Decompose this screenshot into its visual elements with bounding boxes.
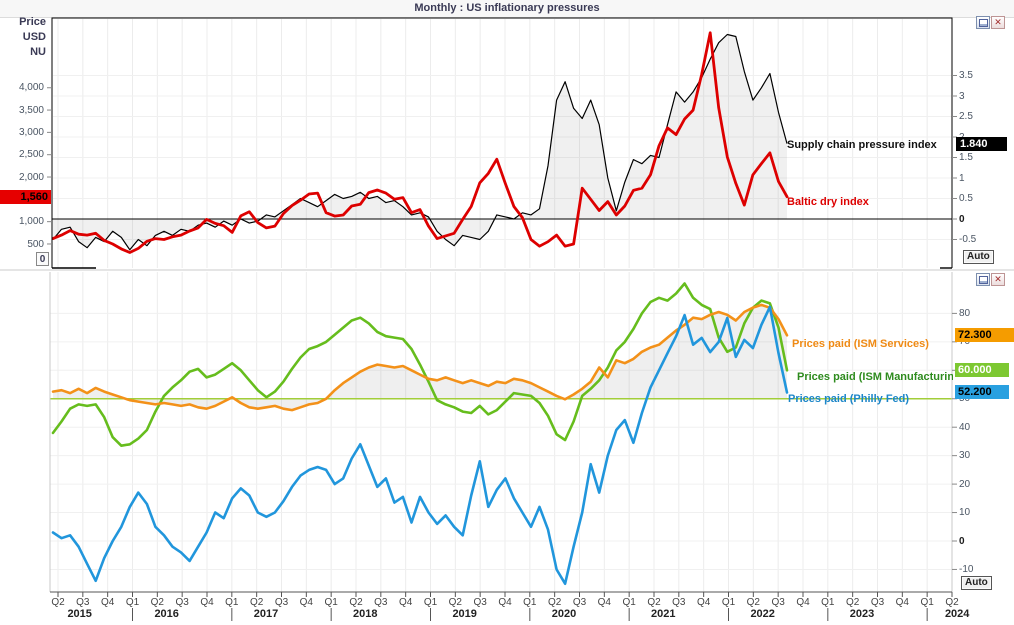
bottom-panel-plot-area[interactable] <box>50 272 952 592</box>
supply-chain-last-value-badge: 1.840 <box>956 137 1007 151</box>
chart-canvas[interactable] <box>0 0 1014 625</box>
left-axis-units: Price USD NU <box>0 15 46 60</box>
philly-fed-series-label: Prices paid (Philly Fed) <box>788 393 909 406</box>
x-axis-year-label: 2016 <box>145 608 189 621</box>
left-axis-tick-label: 4,000 <box>2 81 44 94</box>
minimize-icon <box>979 276 988 284</box>
right-axis-tick-label: 3 <box>959 90 993 103</box>
x-axis-quarter-label: Q4 <box>691 597 717 609</box>
x-axis-year-label: 2024 <box>935 608 979 621</box>
x-axis-quarter-label: Q1 <box>716 597 742 609</box>
x-axis-quarter-label: Q4 <box>591 597 617 609</box>
right-axis-tick-label: 80 <box>959 307 993 320</box>
left-axis-tick-label: 2,500 <box>2 148 44 161</box>
axis-unit-price: Price <box>0 15 46 30</box>
left-axis-tick-label: 2,000 <box>2 171 44 184</box>
x-axis-year-label: 2019 <box>443 608 487 621</box>
left-axis-tick-label: 500 <box>2 238 44 251</box>
x-axis-quarter-label: Q1 <box>219 597 245 609</box>
x-axis-year-label: 2018 <box>343 608 387 621</box>
x-axis-quarter-label: Q4 <box>194 597 220 609</box>
right-axis-tick-label: 40 <box>959 421 993 434</box>
left-axis-tick-label: 3,500 <box>2 104 44 117</box>
left-axis-tick-label: 3,000 <box>2 126 44 139</box>
philly-fed-last-value-badge: 52.200 <box>955 385 1009 399</box>
right-axis-tick-label: 0.5 <box>959 192 993 205</box>
x-axis-quarter-label: Q4 <box>889 597 915 609</box>
right-axis-tick-label: 10 <box>959 506 993 519</box>
axis-unit-nu: NU <box>0 45 46 60</box>
bottom-panel-close-button[interactable]: ✕ <box>991 273 1005 286</box>
x-axis-year-label: 2020 <box>542 608 586 621</box>
x-axis-year-label: 2017 <box>244 608 288 621</box>
x-axis-quarter-label: Q4 <box>790 597 816 609</box>
right-axis-tick-label: 2.5 <box>959 110 993 123</box>
axis-unit-usd: USD <box>0 30 46 45</box>
x-axis-year-label: 2015 <box>58 608 102 621</box>
baltic-series-label: Baltic dry index <box>787 196 869 209</box>
top-panel-close-button[interactable]: ✕ <box>991 16 1005 29</box>
bottom-panel-minimize-button[interactable] <box>976 273 990 286</box>
x-axis-quarter-label: Q1 <box>815 597 841 609</box>
x-axis-quarter-label: Q1 <box>418 597 444 609</box>
x-axis-quarter-label: Q1 <box>318 597 344 609</box>
x-axis-year-label: 2022 <box>741 608 785 621</box>
left-axis-zero-button[interactable]: 0 <box>36 252 49 266</box>
right-axis-tick-label: -0.5 <box>959 233 993 246</box>
right-axis-tick-label: 30 <box>959 449 993 462</box>
right-axis-tick-label: 3.5 <box>959 69 993 82</box>
x-axis-quarter-label: Q4 <box>393 597 419 609</box>
ism-services-series-label: Prices paid (ISM Services) <box>792 338 929 351</box>
top-panel-minimize-button[interactable] <box>976 16 990 29</box>
close-icon: ✕ <box>994 18 1002 27</box>
minimize-icon <box>979 19 988 27</box>
x-axis-quarter-label: Q4 <box>293 597 319 609</box>
supply-chain-series-label: Supply chain pressure index <box>787 139 937 152</box>
ism-manufacturing-last-value-badge: 60.000 <box>955 363 1009 377</box>
x-axis-quarter-label: Q1 <box>120 597 146 609</box>
right-axis-tick-label: 0 <box>959 535 993 548</box>
left-axis-tick-label: 1,000 <box>2 215 44 228</box>
x-axis-quarter-label: Q1 <box>616 597 642 609</box>
bottom-panel-auto-scale-button[interactable]: Auto <box>961 576 992 590</box>
right-axis-tick-label: 1.5 <box>959 151 993 164</box>
right-axis-tick-label: 0 <box>959 213 993 226</box>
close-icon: ✕ <box>994 275 1002 284</box>
x-axis-quarter-label: Q1 <box>517 597 543 609</box>
top-panel-auto-scale-button[interactable]: Auto <box>963 250 994 264</box>
right-axis-tick-label: 20 <box>959 478 993 491</box>
right-axis-tick-label: -10 <box>959 563 993 576</box>
x-axis-year-label: 2023 <box>840 608 884 621</box>
baltic-last-value-badge: 1,560 <box>0 190 51 204</box>
x-axis-quarter-label: Q4 <box>492 597 518 609</box>
x-axis-year-label: 2021 <box>641 608 685 621</box>
ism-services-last-value-badge: 72.300 <box>955 328 1014 342</box>
right-axis-tick-label: 1 <box>959 172 993 185</box>
ism-manufacturing-series-label: Prices paid (ISM Manufacturing) <box>797 371 953 384</box>
chart-window: Monthly : US inflationary pressures 4,00… <box>0 0 1014 625</box>
